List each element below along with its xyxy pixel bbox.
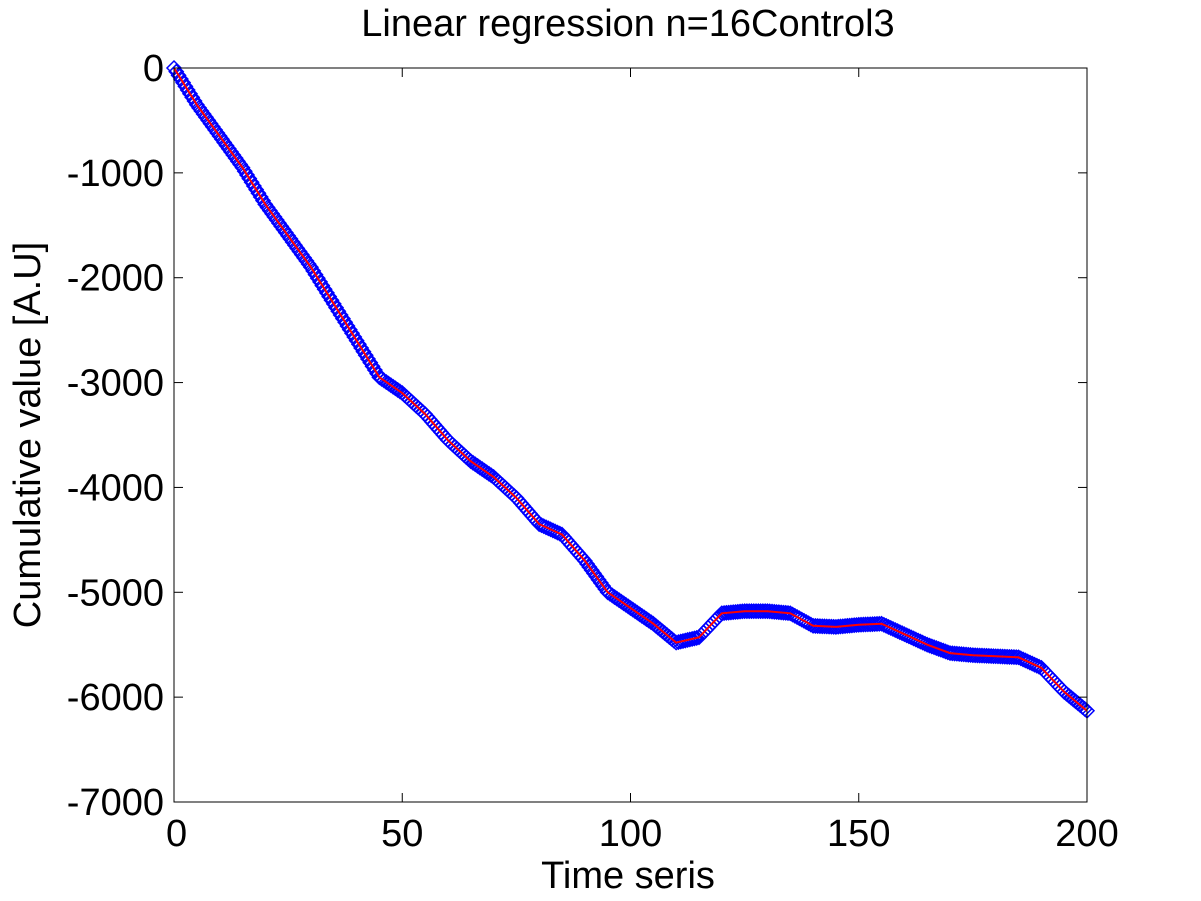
y-tick-label: -5000: [67, 572, 164, 614]
data-point-marker: [343, 325, 361, 342]
data-point-marker: [366, 361, 383, 379]
data-point-marker: [346, 328, 363, 346]
data-point-marker: [248, 181, 265, 198]
data-point-marker: [184, 89, 201, 106]
x-tick-label: 150: [827, 813, 890, 855]
y-tick-label: 0: [143, 48, 164, 90]
data-point-marker: [316, 281, 333, 298]
data-point-marker: [236, 163, 253, 180]
data-point-marker: [348, 332, 365, 349]
data-point-marker: [330, 303, 347, 320]
data-point-marker: [177, 78, 194, 95]
data-point-marker: [318, 284, 335, 301]
plot-area: 0 50 100 150 200 0 -1000 -2000 -3000 -4000 -5000 -6…: [67, 48, 1119, 855]
data-point-marker: [254, 192, 272, 209]
data-point-marker: [309, 270, 326, 287]
data-point-marker: [243, 174, 260, 191]
y-tick-label: -3000: [67, 363, 164, 405]
data-point-marker: [1003, 648, 1020, 666]
data-point-marker: [334, 310, 351, 327]
data-point-marker: [241, 170, 258, 187]
plot-background: [174, 68, 1087, 802]
y-tick-label: -2000: [67, 258, 164, 300]
data-point-marker: [307, 266, 324, 283]
data-point-marker: [321, 288, 338, 305]
data-point-marker: [337, 314, 354, 331]
data-point-marker: [359, 350, 377, 368]
chart-title: Linear regression n=16Control3: [361, 3, 894, 45]
y-tick-label: -7000: [67, 782, 164, 824]
data-point-marker: [357, 347, 374, 364]
data-point-marker: [175, 74, 192, 91]
x-tick-label: 50: [381, 813, 423, 855]
data-point-marker: [181, 85, 199, 102]
data-point-marker: [332, 306, 349, 323]
x-tick-label: 100: [599, 813, 662, 855]
data-point-marker: [323, 292, 340, 309]
y-axis-label: Cumulative value [A.U]: [7, 242, 49, 629]
data-point-marker: [245, 177, 262, 195]
data-point-marker: [312, 273, 329, 290]
y-tick-label: -4000: [67, 467, 164, 509]
data-point-marker: [314, 277, 331, 294]
data-point-marker: [364, 358, 381, 375]
data-point-marker: [325, 295, 342, 312]
x-tick-label: 200: [1055, 813, 1118, 855]
data-point-marker: [1005, 649, 1023, 666]
regression-line: [173, 67, 1088, 712]
data-point-marker: [341, 321, 358, 338]
data-point-marker: [305, 262, 322, 279]
data-point-marker: [234, 159, 251, 176]
data-point-marker: [355, 343, 372, 360]
data-point-marker: [168, 63, 185, 80]
x-axis-label: Time seris: [541, 855, 715, 897]
data-point-marker: [868, 615, 886, 633]
data-point-marker: [681, 631, 698, 648]
y-tick-label: -6000: [67, 677, 164, 719]
data-point-marker: [362, 354, 379, 371]
data-point-marker: [350, 336, 367, 353]
data-point-marker: [172, 70, 189, 88]
data-point-marker: [775, 604, 792, 621]
x-tick-label: 0: [166, 813, 187, 855]
data-point-marker: [327, 299, 345, 316]
y-tick-label: -1000: [67, 153, 164, 195]
data-point-marker: [186, 92, 203, 110]
data-point-marker: [238, 166, 256, 184]
data-point-marker: [353, 339, 370, 357]
data-point-marker: [252, 188, 269, 206]
data-point-marker: [179, 81, 196, 99]
data-point-marker: [339, 317, 356, 335]
data-point-marker: [250, 185, 267, 202]
data-point-marker: [302, 259, 320, 276]
